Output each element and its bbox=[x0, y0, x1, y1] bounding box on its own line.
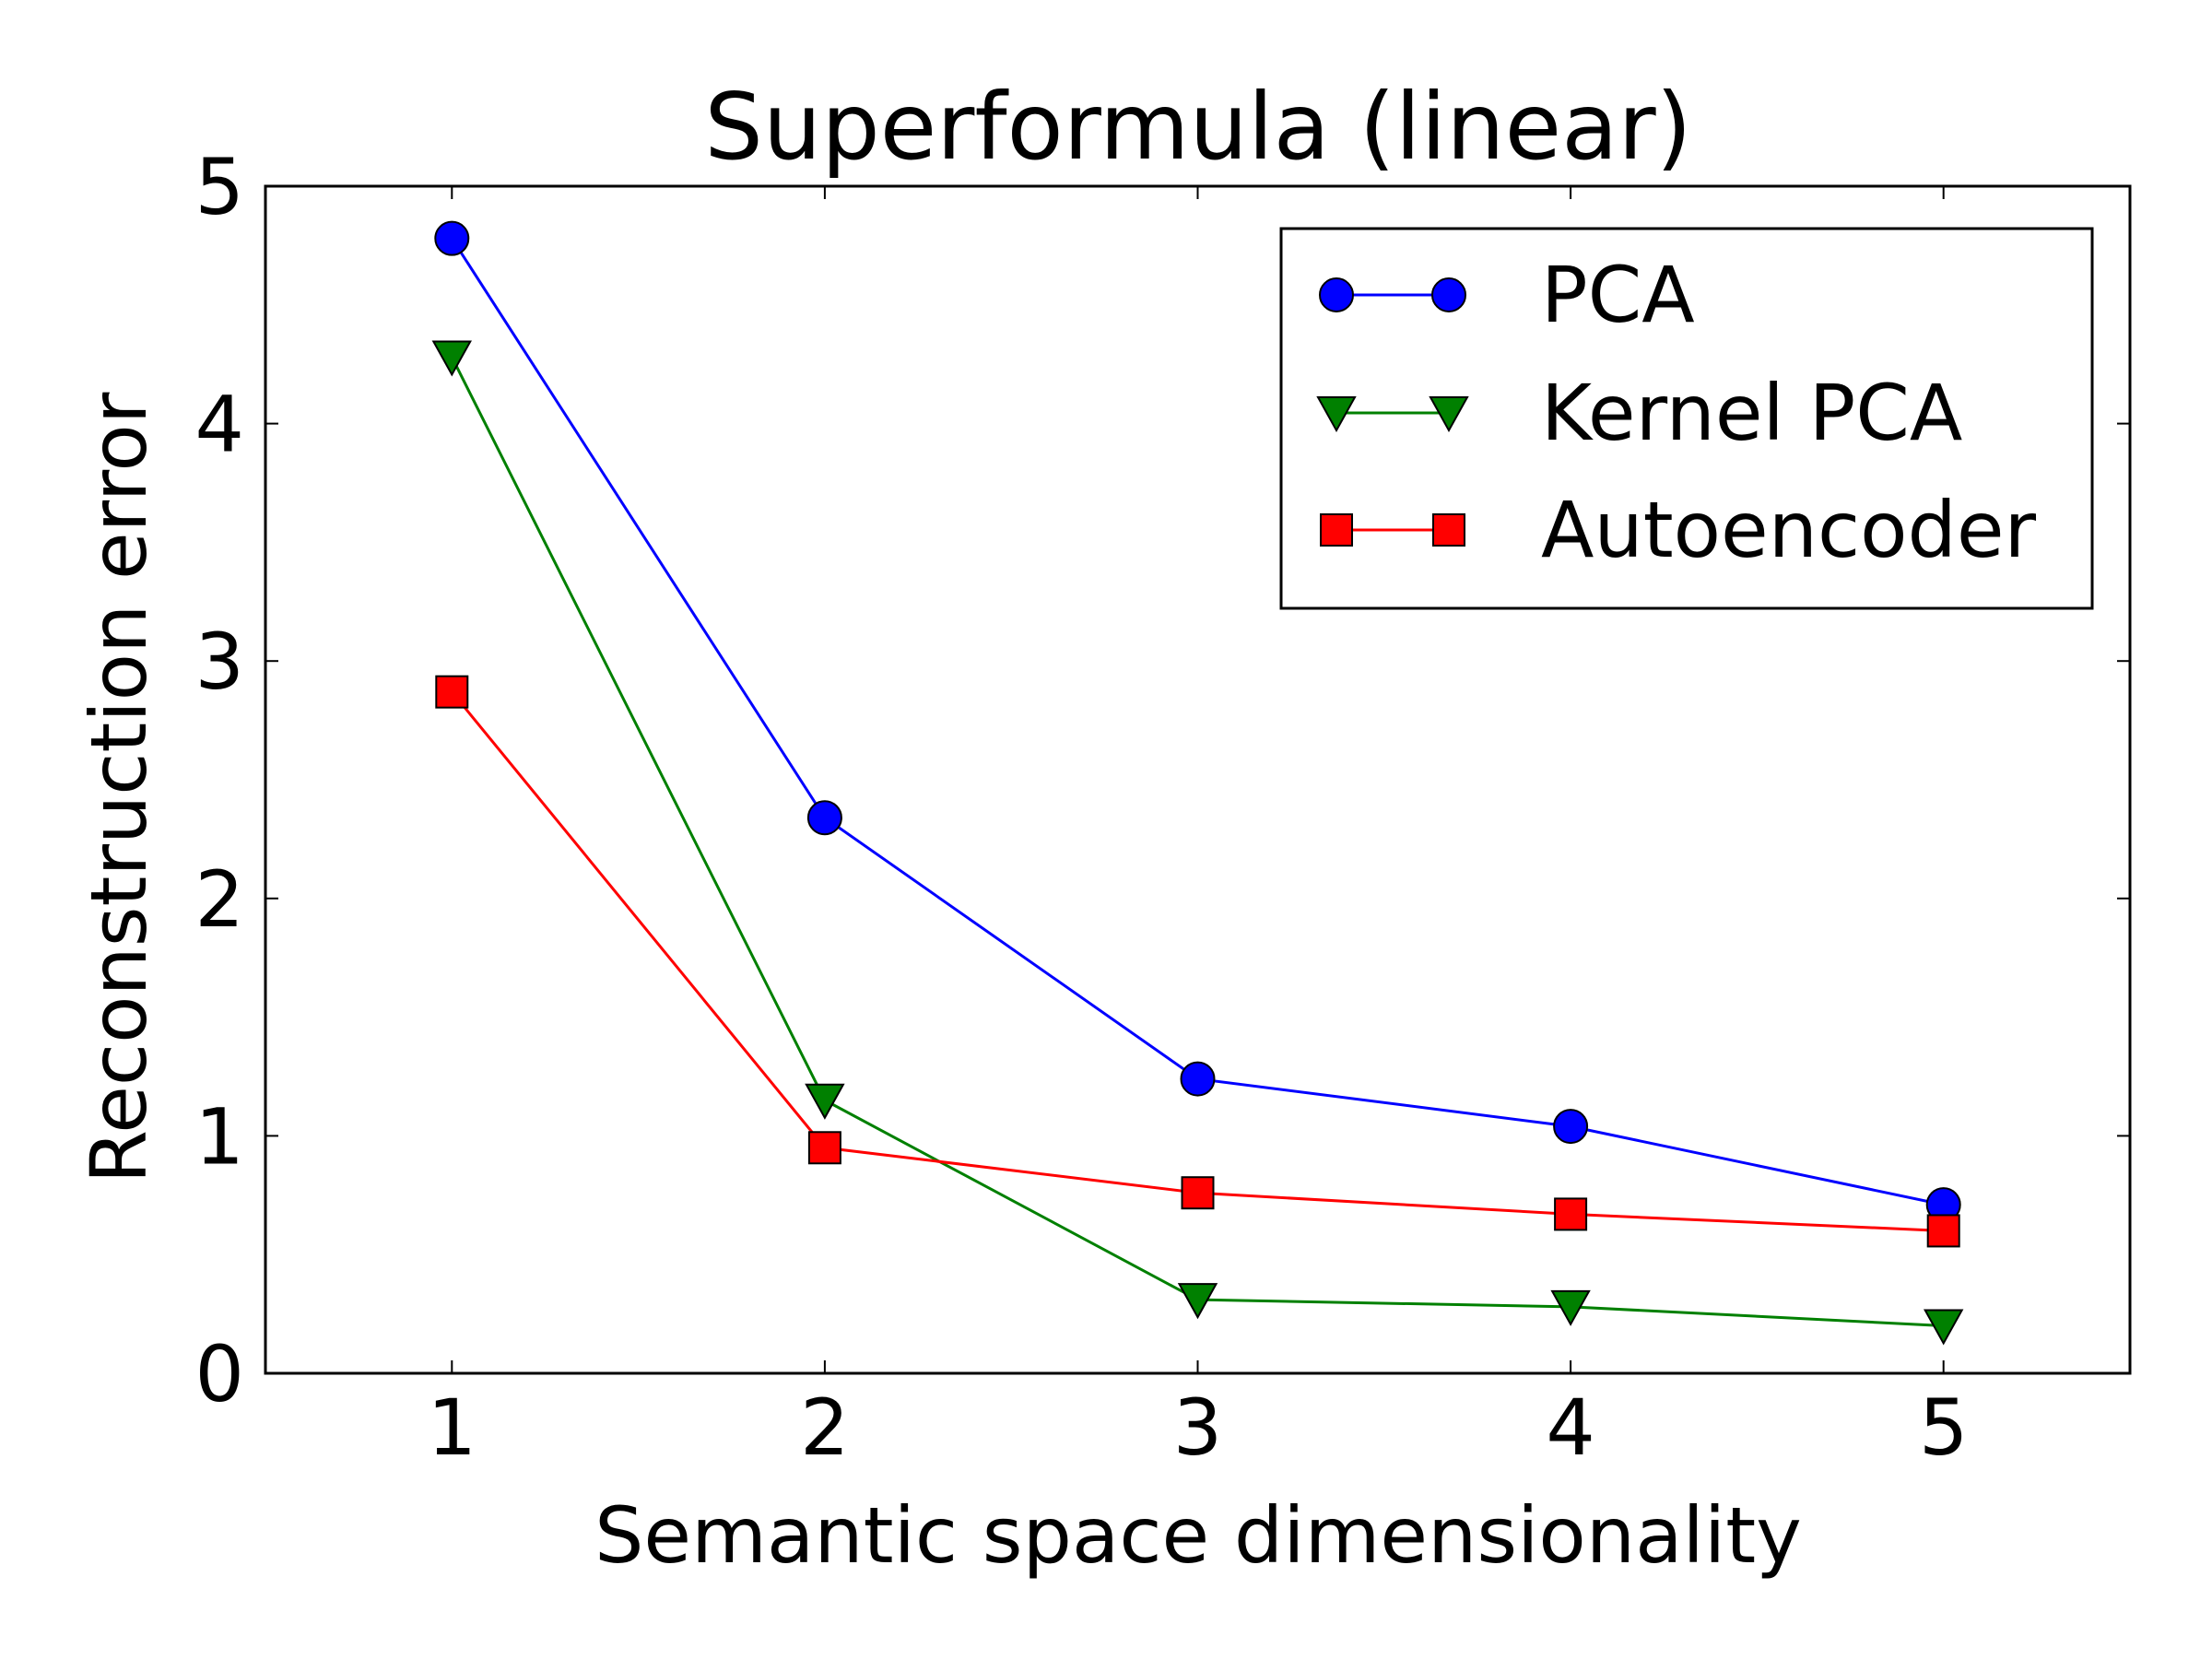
legend-box bbox=[1279, 227, 2094, 610]
x-tick-label: 1 bbox=[428, 1382, 477, 1473]
data-point bbox=[435, 675, 469, 709]
plot-frame bbox=[264, 184, 2132, 1375]
data-point bbox=[434, 220, 470, 256]
data-point bbox=[1177, 1283, 1218, 1320]
legend-entries: PCA Kernel PCA Autoencoder bbox=[1316, 250, 2037, 575]
data-point bbox=[1550, 1289, 1591, 1326]
legend-entry: Kernel PCA bbox=[1316, 368, 1962, 458]
y-tick-label: 2 bbox=[195, 854, 244, 945]
legend-marker bbox=[1429, 396, 1469, 433]
data-point bbox=[1180, 1061, 1216, 1097]
y-tick-label: 4 bbox=[195, 380, 244, 470]
legend-marker bbox=[1431, 277, 1466, 312]
data-point bbox=[431, 340, 472, 377]
legend-entry: PCA bbox=[1319, 250, 1695, 340]
y-axis-label: Reconstruction error bbox=[74, 392, 164, 1183]
y-tick-label: 0 bbox=[195, 1329, 244, 1419]
data-point bbox=[1924, 1309, 1964, 1346]
data-point bbox=[807, 1131, 841, 1165]
data-point bbox=[1554, 1197, 1588, 1231]
y-tick-label: 5 bbox=[195, 142, 244, 232]
legend-marker bbox=[1316, 396, 1357, 433]
legend-marker bbox=[1320, 513, 1353, 547]
x-tick-label: 4 bbox=[1546, 1382, 1594, 1473]
x-tick-label: 5 bbox=[1919, 1382, 1968, 1473]
series-pca bbox=[434, 220, 1961, 1223]
data-point bbox=[1926, 1214, 1960, 1248]
legend: PCA Kernel PCA Autoencoder bbox=[1279, 227, 2094, 610]
y-tick-label: 1 bbox=[195, 1091, 244, 1182]
legend-entry: Autoencoder bbox=[1320, 485, 2037, 575]
data-point bbox=[806, 800, 842, 836]
x-tick-label: 2 bbox=[800, 1382, 849, 1473]
legend-marker bbox=[1432, 513, 1465, 547]
data-point bbox=[1181, 1176, 1215, 1210]
chart-title: Superformula (linear) bbox=[704, 73, 1691, 181]
axis-tick-labels: 1 2 3 4 5 0 1 2 3 4 5 bbox=[195, 142, 1969, 1473]
legend-label: Autoencoder bbox=[1541, 485, 2037, 575]
legend-label: Kernel PCA bbox=[1541, 368, 1962, 458]
x-axis-label: Semantic space dimensionality bbox=[594, 1490, 1802, 1581]
series-autoencoder bbox=[435, 675, 1960, 1248]
legend-marker bbox=[1319, 277, 1354, 312]
y-tick-label: 3 bbox=[195, 617, 244, 707]
legend-label: PCA bbox=[1541, 250, 1695, 340]
x-tick-label: 3 bbox=[1173, 1382, 1222, 1473]
data-point bbox=[805, 1083, 845, 1120]
series-kernel-pca bbox=[431, 340, 1964, 1346]
series-layer bbox=[431, 220, 1964, 1346]
data-point bbox=[1553, 1109, 1589, 1145]
